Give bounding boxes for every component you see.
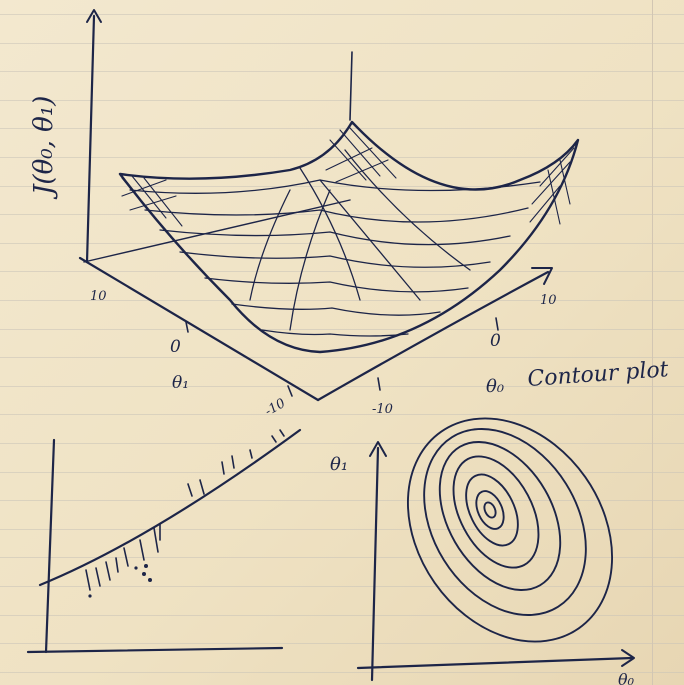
z-axis [85,14,96,264]
theta1-tick-neg10 [287,385,293,397]
ruled-line [0,271,684,273]
theta1-axis-label: θ₁ [172,373,189,393]
hypothesis-x-axis [26,646,284,654]
contour-x-axis [356,656,634,670]
contour-ring-7 [483,501,497,519]
theta0-tick-label-0: 0 [490,331,501,351]
ruled-line [0,71,684,73]
contour-ellipses [406,417,614,643]
hypothesis-plot [26,428,302,654]
ruled-line [0,14,684,15]
ruled-line [0,300,684,301]
theta0-axis [316,270,550,402]
surface-plot: J(θ₀, θ₁) 10 0 -10 θ₁ -10 0 10 θ₀ [29,9,580,419]
theta1-axis [78,256,320,402]
theta1-tick-label-10: 10 [90,289,107,304]
theta0-tick-label-neg10: -10 [372,402,393,417]
contour-x-axis-label: θ₀ [618,670,635,685]
contour-ring-1 [406,417,614,643]
ruled-line [0,557,684,559]
ruled-line [0,157,684,158]
ruled-line [0,99,684,101]
contour-ring-4 [452,455,540,569]
contour-ring-5 [465,473,519,547]
theta0-axis-label: θ₀ [486,376,504,397]
z-axis-label: J(θ₀, θ₁) [29,96,59,200]
contour-plot: Contour plot θ₁ θ₀ [330,357,669,685]
theta1-tick-label-neg10: -10 [263,396,289,419]
contour-y-axis-arrow-icon [369,441,387,457]
ruled-line [0,671,684,673]
ruled-line [0,471,684,473]
ruled-line [0,128,684,130]
ruled-line [0,614,684,616]
theta0-tick-0 [495,317,499,331]
ruled-line [0,528,684,530]
theta1-tick-0 [185,321,189,333]
hypothesis-line [38,428,302,587]
ruled-line [0,500,684,502]
theta0-tick-neg10 [377,377,381,391]
contour-y-axis-label: θ₁ [330,454,348,475]
ruled-line [0,328,684,330]
ruled-line [0,357,684,359]
contour-y-axis [370,446,380,682]
hatching [121,127,575,227]
z-axis-arrow-icon [86,9,102,23]
theta1-tick-label-0: 0 [170,337,181,357]
theta0-axis-arrow-icon [531,267,553,285]
bowl-mesh [129,149,541,337]
data-point-marks [85,429,285,591]
contour-ring-3 [438,441,562,591]
back-edge [349,51,353,121]
ruled-line [0,643,684,645]
ruled-line [0,185,684,187]
bowl-surface-outline [118,120,580,354]
theta0-tick-label-10: 10 [540,293,557,308]
contour-plot-title: Contour plot [527,357,670,392]
contour-ring-2 [423,428,587,616]
ruled-line [0,443,684,444]
ruled-line [0,586,684,587]
ruled-line [0,42,684,44]
ruled-line [0,242,684,244]
contour-x-axis-arrow-icon [621,649,635,667]
contour-ring-6 [475,490,505,530]
ruled-line [0,414,684,416]
margin-line [652,0,653,685]
floor-back-edge [83,199,351,263]
hypothesis-y-axis [44,438,56,654]
data-point-dots [88,564,152,598]
